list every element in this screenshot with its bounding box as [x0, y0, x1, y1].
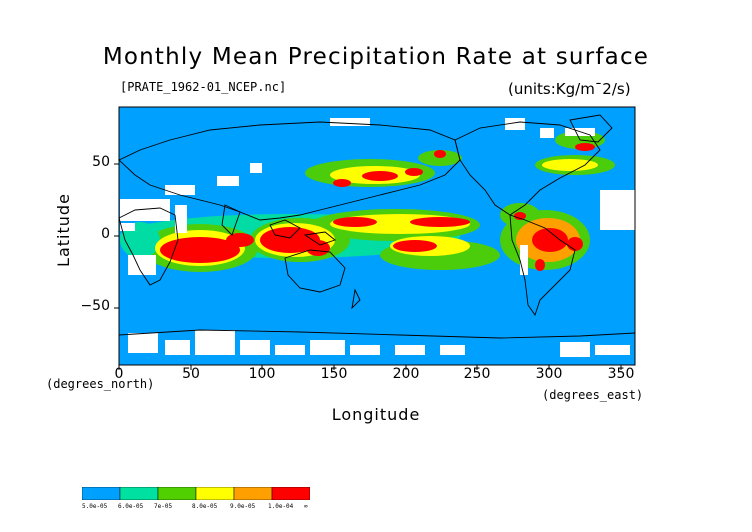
x-axis-label: Longitude: [331, 405, 421, 424]
colorbar-label-3: 8.0e-05: [192, 503, 218, 510]
colorbar-label-4: 9.0e-05: [230, 503, 256, 510]
y-tick-minus50: −50: [80, 298, 110, 314]
coastlines: [118, 114, 636, 339]
missing-data-regions: [120, 118, 635, 357]
map-title: Monthly Mean Precipitation Rate at surfa…: [102, 44, 650, 70]
colorbar-swatch-3: [195, 487, 235, 500]
x-tick-100: 100: [248, 366, 276, 382]
colorbar-label-2: 7e-05: [154, 503, 173, 510]
source-file-label: [PRATE_1962-01_NCEP.nc]: [120, 80, 287, 94]
colorbar-swatch-1: [119, 487, 159, 500]
colorbar-label-1: 6.0e-05: [118, 503, 144, 510]
x-tick-350: 350: [607, 366, 635, 382]
y-axis-unit-label: (degrees_north): [46, 377, 155, 391]
units-label: (units:Kg/m¯2/s): [508, 80, 631, 98]
x-tick-200: 200: [392, 366, 420, 382]
colorbar-label-0: 5.0e-05: [82, 503, 108, 510]
x-tick-300: 300: [535, 366, 563, 382]
colorbar-swatch-5: [271, 487, 310, 500]
y-tick-0: 0: [101, 226, 110, 242]
y-tick-50: 50: [92, 154, 110, 170]
y-axis-label: Latitude: [54, 193, 73, 267]
x-tick-150: 150: [320, 366, 348, 382]
colorbar-swatch-2: [157, 487, 197, 500]
colorbar: [82, 487, 310, 500]
x-tick-250: 250: [463, 366, 491, 382]
colorbar-label-6: ∞: [304, 503, 308, 510]
x-axis-unit-label: (degrees_east): [542, 388, 644, 402]
precip-peak-regions: [160, 143, 595, 271]
x-tick-0: 0: [114, 366, 124, 382]
colorbar-swatch-0: [82, 487, 121, 500]
x-tick-50: 50: [182, 366, 200, 382]
colorbar-label-5: 1.0e-04: [268, 503, 294, 510]
colorbar-swatch-4: [233, 487, 273, 500]
axis-tick-marks: [114, 163, 622, 370]
